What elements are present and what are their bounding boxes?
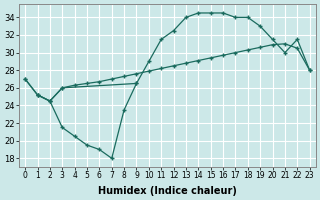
X-axis label: Humidex (Indice chaleur): Humidex (Indice chaleur): [98, 186, 237, 196]
